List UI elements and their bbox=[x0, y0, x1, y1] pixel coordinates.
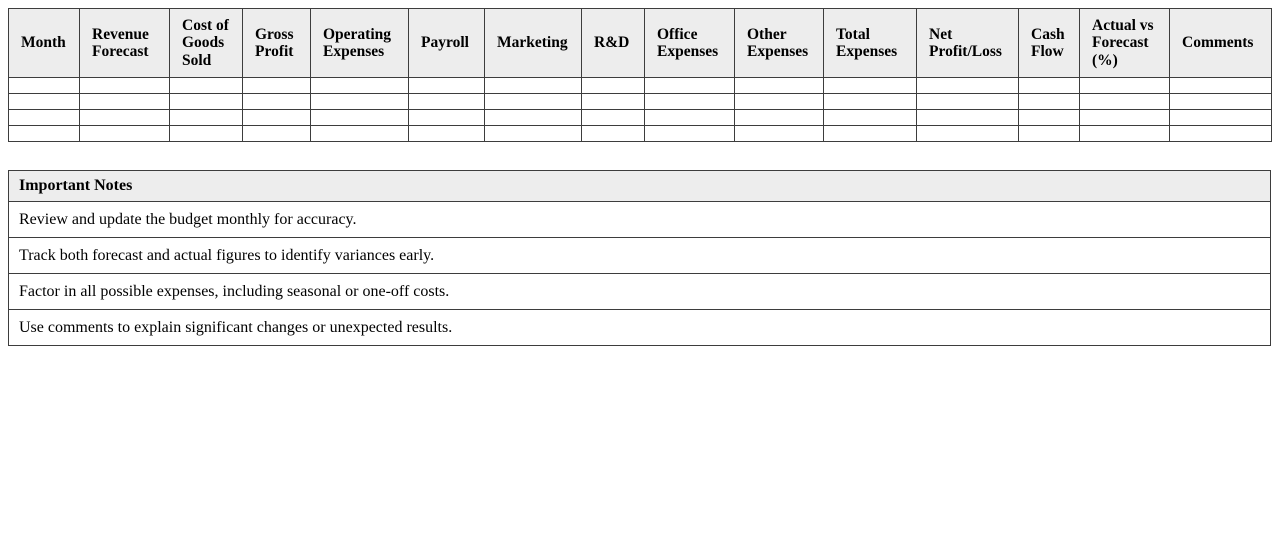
column-header: Cash Flow bbox=[1018, 7, 1080, 79]
budget-cell bbox=[310, 109, 409, 127]
budget-cell bbox=[408, 109, 485, 127]
budget-cell bbox=[916, 125, 1019, 143]
budget-cell bbox=[1079, 93, 1170, 111]
budget-cell bbox=[823, 125, 917, 143]
budget-cell bbox=[823, 77, 917, 95]
budget-cell bbox=[169, 109, 243, 127]
column-header: Marketing bbox=[484, 7, 582, 79]
budget-cell bbox=[484, 125, 582, 143]
budget-cell bbox=[1018, 77, 1080, 95]
note-text: Use comments to explain significant chan… bbox=[8, 309, 1271, 347]
notes-table: Important Notes Review and update the bu… bbox=[8, 170, 1271, 347]
column-header: Net Profit/Loss bbox=[916, 7, 1019, 79]
budget-cell bbox=[8, 77, 80, 95]
budget-cell bbox=[310, 125, 409, 143]
column-header: Payroll bbox=[408, 7, 485, 79]
budget-cell bbox=[1018, 125, 1080, 143]
budget-cell bbox=[79, 109, 170, 127]
budget-cell bbox=[242, 77, 311, 95]
budget-cell bbox=[408, 125, 485, 143]
budget-cell bbox=[823, 93, 917, 111]
budget-cell bbox=[8, 125, 80, 143]
column-header: Gross Profit bbox=[242, 7, 311, 79]
budget-table: Month Revenue Forecast Cost of Goods Sold G… bbox=[8, 7, 1272, 143]
budget-cell bbox=[644, 125, 735, 143]
budget-cell bbox=[734, 77, 824, 95]
budget-body bbox=[8, 77, 1272, 143]
column-header: Month bbox=[8, 7, 80, 79]
budget-cell bbox=[644, 77, 735, 95]
budget-cell bbox=[1169, 109, 1272, 127]
budget-cell bbox=[581, 93, 645, 111]
budget-cell bbox=[242, 93, 311, 111]
budget-cell bbox=[1169, 93, 1272, 111]
budget-header-row: Month Revenue Forecast Cost of Goods Sold G… bbox=[8, 7, 1272, 79]
budget-cell bbox=[8, 93, 80, 111]
budget-cell bbox=[581, 125, 645, 143]
budget-cell bbox=[1169, 125, 1272, 143]
note-text: Review and update the budget monthly for… bbox=[8, 201, 1271, 239]
budget-cell bbox=[1018, 93, 1080, 111]
budget-row bbox=[8, 77, 1272, 95]
budget-cell bbox=[734, 109, 824, 127]
note-row: Review and update the budget monthly for… bbox=[8, 201, 1271, 239]
budget-cell bbox=[734, 125, 824, 143]
budget-cell bbox=[1079, 109, 1170, 127]
budget-cell bbox=[169, 77, 243, 95]
budget-row bbox=[8, 93, 1272, 111]
budget-row bbox=[8, 109, 1272, 127]
budget-cell bbox=[1018, 109, 1080, 127]
column-header: Office Expenses bbox=[644, 7, 735, 79]
notes-header-row: Important Notes bbox=[8, 170, 1271, 203]
budget-cell bbox=[242, 109, 311, 127]
note-row: Use comments to explain significant chan… bbox=[8, 309, 1271, 347]
budget-cell bbox=[242, 125, 311, 143]
budget-cell bbox=[581, 109, 645, 127]
budget-cell bbox=[79, 93, 170, 111]
budget-cell bbox=[916, 77, 1019, 95]
column-header: Cost of Goods Sold bbox=[169, 7, 243, 79]
budget-cell bbox=[484, 109, 582, 127]
column-header: Revenue Forecast bbox=[79, 7, 170, 79]
column-header: Actual vs Forecast (%) bbox=[1079, 7, 1170, 79]
budget-cell bbox=[1079, 125, 1170, 143]
budget-cell bbox=[8, 109, 80, 127]
column-header: Total Expenses bbox=[823, 7, 917, 79]
budget-cell bbox=[408, 77, 485, 95]
budget-row bbox=[8, 125, 1272, 143]
budget-cell bbox=[169, 93, 243, 111]
budget-cell bbox=[581, 77, 645, 95]
budget-cell bbox=[916, 109, 1019, 127]
budget-cell bbox=[1169, 77, 1272, 95]
note-text: Track both forecast and actual figures t… bbox=[8, 237, 1271, 275]
budget-cell bbox=[734, 93, 824, 111]
budget-cell bbox=[644, 93, 735, 111]
budget-cell bbox=[644, 109, 735, 127]
note-row: Track both forecast and actual figures t… bbox=[8, 237, 1271, 275]
budget-cell bbox=[79, 77, 170, 95]
budget-cell bbox=[484, 93, 582, 111]
column-header: R&D bbox=[581, 7, 645, 79]
budget-cell bbox=[169, 125, 243, 143]
budget-cell bbox=[79, 125, 170, 143]
budget-cell bbox=[916, 93, 1019, 111]
note-text: Factor in all possible expenses, includi… bbox=[8, 273, 1271, 311]
notes-title: Important Notes bbox=[8, 170, 1271, 203]
note-row: Factor in all possible expenses, includi… bbox=[8, 273, 1271, 311]
notes-body: Review and update the budget monthly for… bbox=[8, 201, 1271, 347]
column-header: Comments bbox=[1169, 7, 1272, 79]
budget-cell bbox=[1079, 77, 1170, 95]
budget-cell bbox=[408, 93, 485, 111]
budget-cell bbox=[310, 93, 409, 111]
budget-cell bbox=[823, 109, 917, 127]
budget-cell bbox=[310, 77, 409, 95]
column-header: Other Expenses bbox=[734, 7, 824, 79]
budget-cell bbox=[484, 77, 582, 95]
column-header: Operating Expenses bbox=[310, 7, 409, 79]
